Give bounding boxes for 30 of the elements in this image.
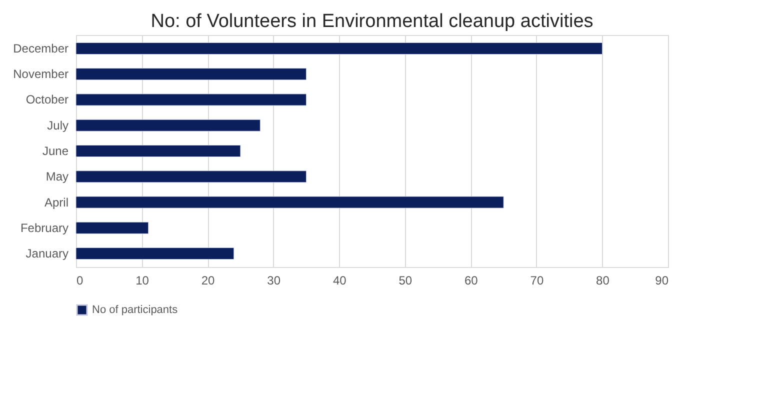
- x-tick-label: 50: [398, 274, 412, 288]
- chart-title: No: of Volunteers in Environmental cleanup activities: [150, 11, 594, 32]
- bar: [76, 170, 306, 183]
- bar: [76, 42, 602, 54]
- y-tick-label: January: [26, 246, 68, 261]
- y-tick-label: July: [47, 118, 68, 132]
- x-tick-label: 60: [464, 274, 478, 288]
- x-tick-label: 80: [596, 274, 610, 288]
- legend-label: No of participants: [92, 304, 178, 316]
- x-tick-label: 10: [136, 274, 150, 288]
- bar: [76, 248, 234, 260]
- bar: [76, 144, 241, 158]
- bar: [76, 222, 149, 234]
- x-tick-label: 0: [76, 274, 84, 288]
- y-tick-label: April: [44, 195, 68, 210]
- y-tick-label: December: [13, 41, 68, 56]
- x-tick-label: 40: [332, 274, 347, 288]
- x-tick-label: 90: [655, 274, 669, 288]
- y-tick-label: February: [20, 220, 68, 235]
- y-tick-label: November: [13, 67, 68, 82]
- bar: [76, 119, 260, 132]
- bar: [76, 196, 504, 208]
- x-tick-label: 20: [201, 274, 216, 288]
- y-tick-label: May: [46, 170, 68, 184]
- bar: [76, 94, 306, 106]
- y-tick-label: October: [26, 92, 68, 107]
- bar: [76, 68, 306, 80]
- y-tick-label: June: [42, 144, 69, 158]
- x-tick-label: 70: [530, 274, 544, 288]
- x-tick-label: 30: [267, 274, 281, 288]
